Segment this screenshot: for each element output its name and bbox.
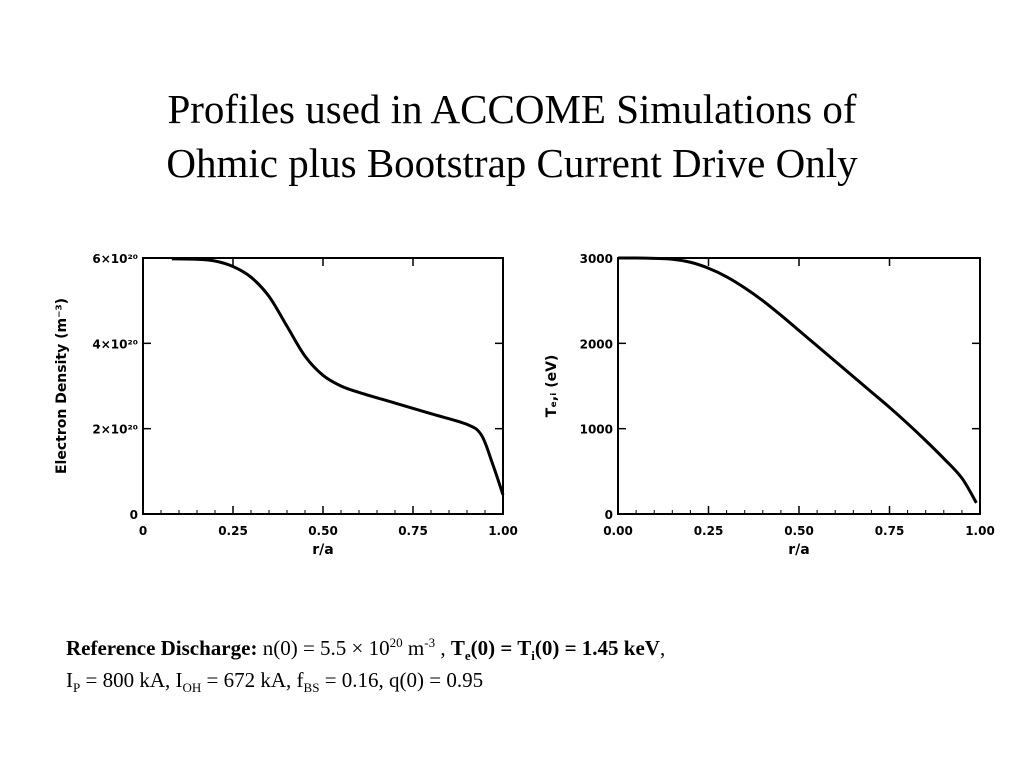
ti-symbol-text: (0) = T xyxy=(470,636,532,660)
density-unit-exponent: -3 xyxy=(424,635,436,650)
reference-discharge-caption: Reference Discharge: n(0) = 5.5 × 1020 m… xyxy=(66,632,966,696)
y-tick-label: 0 xyxy=(130,508,138,522)
caption-line-2: IP = 800 kA, IOH = 672 kA, fBS = 0.16, q… xyxy=(66,664,966,696)
density-exponent: 20 xyxy=(389,635,403,650)
x-tick-label: 0.25 xyxy=(218,524,248,538)
x-tick-label: 0.75 xyxy=(398,524,428,538)
x-axis-label: r/a xyxy=(312,542,333,558)
x-tick-label: 1.00 xyxy=(488,524,518,538)
y-tick-label: 2×10²⁰ xyxy=(92,423,138,437)
series-line xyxy=(171,257,505,496)
title-line-1: Profiles used in ACCOME Simulations of xyxy=(167,86,857,132)
x-tick-label: 0 xyxy=(139,524,147,538)
density-plot: 0 0.25 0.50 0.75 1.00 0 2×10²⁰ 4×10²⁰ 6×10²⁰ r/a E… xyxy=(54,252,518,558)
y-tick-label: 4×10²⁰ xyxy=(92,337,138,351)
ip-symbol: I xyxy=(66,668,73,692)
plot-frame xyxy=(142,257,504,515)
fbs-value: = 0.16, q(0) = 0.95 xyxy=(319,668,484,692)
trailing-comma: , xyxy=(659,636,666,660)
density-unit: m xyxy=(402,636,425,660)
title-line-2: Ohmic plus Bootstrap Current Drive Only xyxy=(166,140,858,186)
te-subscript: e xyxy=(464,648,471,664)
slide-title: Profiles used in ACCOME Simulations of O… xyxy=(0,82,1024,190)
ip-value: = 800 kA, I xyxy=(80,668,183,692)
caption-line-1: Reference Discharge: n(0) = 5.5 × 1020 m… xyxy=(66,632,966,664)
reference-label: Reference Discharge: xyxy=(66,636,258,660)
y-axis-label: Electron Density (m⁻³) xyxy=(54,298,70,474)
temperature-statement: Te(0) = Ti(0) = 1.45 keV xyxy=(450,636,660,664)
y-tick-label: 6×10²⁰ xyxy=(92,252,138,266)
ip-subscript: P xyxy=(73,680,81,696)
te-symbol: T xyxy=(450,636,465,660)
ioh-subscript: OH xyxy=(182,680,202,696)
ti-subscript: i xyxy=(531,648,535,664)
temperature-value: (0) = 1.45 keV xyxy=(534,636,660,660)
ioh-value: = 672 kA, f xyxy=(201,668,304,692)
density-text: n(0) = 5.5 × 10 xyxy=(257,636,390,660)
x-tick-label: 0.50 xyxy=(308,524,338,538)
fbs-subscript: BS xyxy=(303,680,320,696)
separator: , xyxy=(435,636,451,660)
